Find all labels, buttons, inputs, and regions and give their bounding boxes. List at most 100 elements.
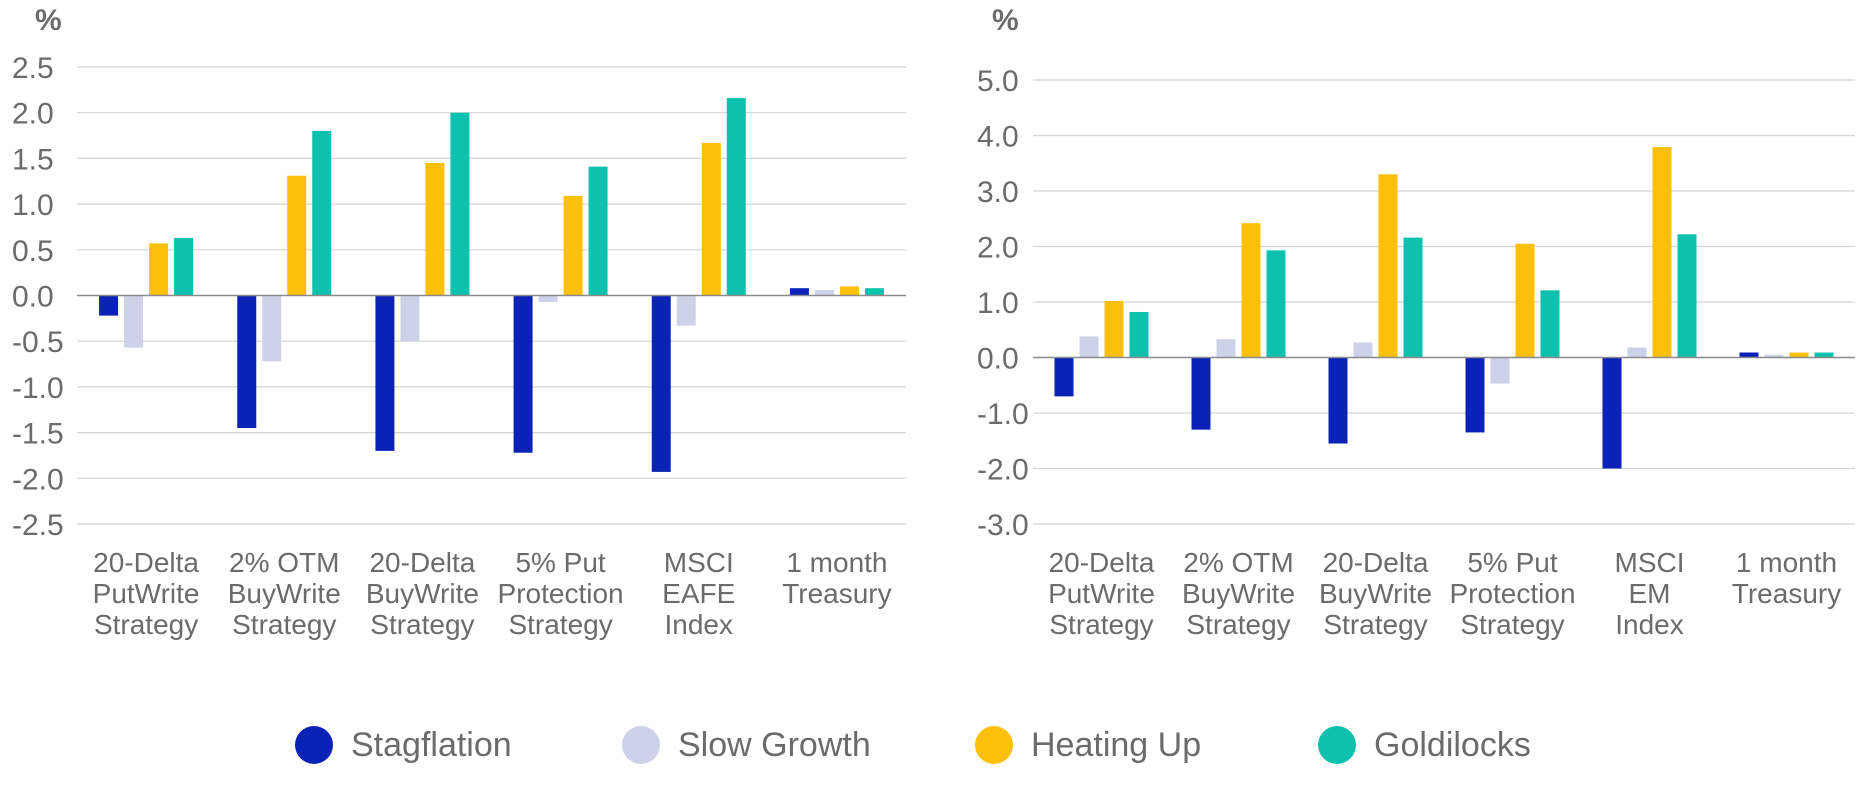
category-label: 20-Delta	[1323, 547, 1429, 578]
bar-slow-growth-4	[1627, 347, 1647, 358]
y-tick-label: 1.0	[977, 287, 1019, 320]
category-label: Strategy	[232, 609, 336, 640]
bar-heating-up-4	[1652, 147, 1672, 358]
y-axis-unit-label: %	[35, 4, 62, 37]
category-label: 5% Put	[515, 547, 605, 578]
bar-goldilocks-3	[1540, 290, 1560, 358]
left-bar-chart: 2.5 2.0 1.5 1.0 0.5 0.0 -0.5 -1.0 -1.5 -2.0 -2.5% 2…	[12, 4, 906, 640]
legend-item-heating-up: Heating Up	[975, 720, 1201, 770]
bar-slow-growth-2	[1353, 342, 1373, 358]
bar-slow-growth-5	[814, 290, 834, 296]
category-label: 2% OTM	[1183, 547, 1293, 578]
bar-stagflation-4	[1602, 357, 1622, 469]
bar-stagflation-4	[651, 295, 671, 472]
legend-label-goldilocks: Goldilocks	[1374, 725, 1531, 764]
y-tick-label: 5.0	[977, 65, 1019, 98]
bar-slow-growth-1	[262, 295, 282, 362]
y-tick-label: 2.5	[12, 52, 54, 85]
category-label: Strategy	[1049, 609, 1153, 640]
y-tick-label: -1.5	[12, 418, 64, 451]
bar-heating-up-1	[287, 175, 307, 296]
category-label: Protection	[1449, 578, 1575, 609]
bar-heating-up-0	[149, 243, 169, 296]
bar-goldilocks-5	[864, 288, 884, 296]
bar-heating-up-5	[1789, 352, 1809, 358]
bar-goldilocks-0	[174, 237, 194, 296]
bar-goldilocks-2	[450, 112, 470, 296]
legend-swatch-stagflation	[295, 726, 333, 764]
category-label: Index	[1615, 609, 1684, 640]
category-label: Index	[665, 609, 734, 640]
bar-slow-growth-5	[1764, 354, 1784, 358]
category-label: Strategy	[1323, 609, 1427, 640]
bar-goldilocks-0	[1129, 311, 1149, 358]
right-bar-chart: 5.04.03.02.01.00.0-1.0-2.0-3.0%20-DeltaP…	[977, 4, 1855, 640]
category-label: BuyWrite	[1319, 578, 1432, 609]
legend-item-goldilocks: Goldilocks	[1318, 720, 1531, 770]
category-label: BuyWrite	[1182, 578, 1295, 609]
bar-stagflation-2	[375, 295, 395, 451]
bar-slow-growth-0	[124, 295, 144, 348]
bar-stagflation-1	[237, 295, 257, 429]
category-label: 2% OTM	[229, 547, 339, 578]
y-tick-label: 4.0	[977, 121, 1019, 154]
bar-slow-growth-4	[676, 295, 696, 326]
bar-stagflation-0	[1054, 357, 1074, 397]
bar-stagflation-5	[789, 288, 809, 296]
bar-goldilocks-4	[1677, 234, 1697, 358]
bar-goldilocks-1	[1266, 250, 1286, 358]
y-tick-label: 0.5	[12, 235, 54, 268]
category-label: Strategy	[94, 609, 198, 640]
bar-heating-up-2	[1378, 174, 1398, 358]
legend-item-slow-growth: Slow Growth	[622, 720, 871, 770]
y-tick-label: -0.5	[12, 326, 64, 359]
bar-stagflation-2	[1328, 357, 1348, 444]
category-label: Strategy	[1186, 609, 1290, 640]
y-tick-label: 3.0	[977, 176, 1019, 209]
category-label: Treasury	[782, 578, 891, 609]
bar-stagflation-1	[1191, 357, 1211, 430]
bar-stagflation-0	[99, 295, 119, 316]
category-label: 20-Delta	[369, 547, 475, 578]
y-tick-label: -2.0	[977, 454, 1029, 487]
bar-goldilocks-1	[312, 130, 332, 296]
category-label: MSCI	[1615, 547, 1685, 578]
bar-goldilocks-4	[726, 98, 746, 296]
category-label: 20-Delta	[93, 547, 199, 578]
category-label: Strategy	[508, 609, 612, 640]
legend-item-stagflation: Stagflation	[295, 720, 512, 770]
y-tick-label: -2.5	[12, 509, 64, 542]
bar-slow-growth-2	[400, 295, 420, 342]
bar-heating-up-5	[839, 286, 859, 296]
bar-goldilocks-3	[588, 166, 608, 296]
category-label: Strategy	[370, 609, 474, 640]
bar-goldilocks-2	[1403, 237, 1423, 358]
bar-slow-growth-0	[1079, 336, 1099, 358]
y-tick-label: 2.0	[12, 98, 54, 131]
legend-swatch-slow-growth	[622, 726, 660, 764]
category-label: Treasury	[1732, 578, 1841, 609]
category-label: 1 month	[1736, 547, 1837, 578]
bar-stagflation-3	[513, 295, 533, 453]
bar-stagflation-3	[1465, 357, 1485, 433]
category-label: BuyWrite	[228, 578, 341, 609]
y-tick-label: 0.0	[12, 281, 54, 314]
y-tick-label: 0.0	[977, 343, 1019, 376]
bar-slow-growth-3	[1490, 357, 1510, 384]
category-label: PutWrite	[1048, 578, 1155, 609]
bar-heating-up-3	[563, 195, 583, 296]
bar-goldilocks-5	[1814, 352, 1834, 358]
y-tick-label: -1.0	[12, 372, 64, 405]
legend-label-heating-up: Heating Up	[1031, 725, 1202, 764]
legend-label-slow-growth: Slow Growth	[678, 725, 871, 764]
category-label: PutWrite	[93, 578, 200, 609]
legend-swatch-goldilocks	[1318, 726, 1356, 764]
bar-heating-up-1	[1241, 223, 1261, 358]
y-tick-label: 1.0	[12, 189, 54, 222]
y-axis-unit-label: %	[992, 4, 1019, 37]
y-tick-label: -2.0	[12, 463, 64, 496]
category-label: Strategy	[1460, 609, 1564, 640]
category-label: 1 month	[786, 547, 887, 578]
y-tick-label: 2.0	[977, 232, 1019, 265]
category-label: MSCI	[664, 547, 734, 578]
